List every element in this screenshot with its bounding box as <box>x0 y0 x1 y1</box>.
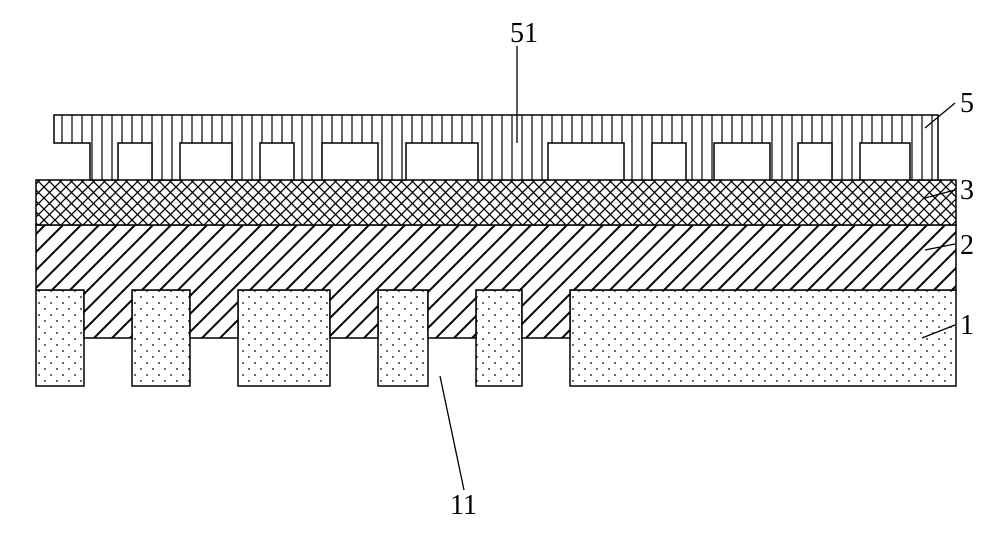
leader-ref11 <box>440 376 464 490</box>
layer-1-pillar <box>36 290 84 386</box>
callout-51: 51 <box>510 18 538 50</box>
layer-1-pillar <box>570 290 956 386</box>
layer-1-pillar <box>378 290 428 386</box>
layer-1-pillar <box>476 290 522 386</box>
callout-3: 3 <box>960 175 974 207</box>
layer-5 <box>54 115 938 180</box>
cross-section-figure <box>0 0 1000 540</box>
callout-11: 11 <box>450 490 477 522</box>
callout-2: 2 <box>960 230 974 262</box>
layer-3 <box>36 180 956 225</box>
callout-1: 1 <box>960 310 974 342</box>
layer-1-pillar <box>132 290 190 386</box>
layer-1-pillar <box>238 290 330 386</box>
callout-5: 5 <box>960 88 974 120</box>
